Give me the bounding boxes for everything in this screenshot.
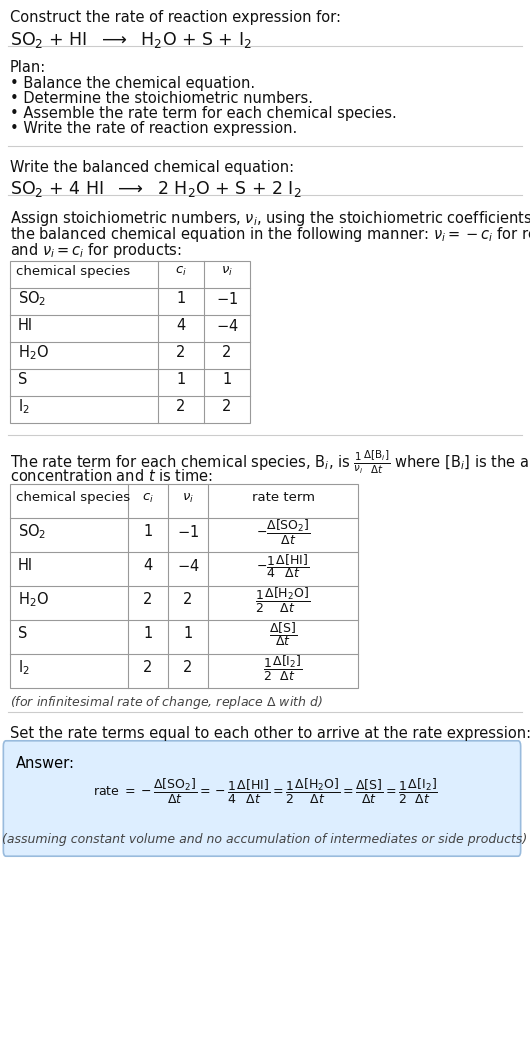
Text: Construct the rate of reaction expression for:: Construct the rate of reaction expressio… — [10, 10, 341, 25]
Text: Set the rate terms equal to each other to arrive at the rate expression:: Set the rate terms equal to each other t… — [10, 726, 530, 741]
Text: Plan:: Plan: — [10, 60, 46, 75]
Text: concentration and $t$ is time:: concentration and $t$ is time: — [10, 468, 213, 483]
Text: 1: 1 — [176, 372, 186, 387]
Text: • Determine the stoichiometric numbers.: • Determine the stoichiometric numbers. — [10, 91, 313, 106]
Text: 1: 1 — [176, 291, 186, 306]
Text: $-$4: $-$4 — [176, 559, 199, 574]
Text: 2: 2 — [183, 661, 193, 675]
Text: 1: 1 — [183, 626, 192, 642]
Text: • Balance the chemical equation.: • Balance the chemical equation. — [10, 76, 255, 91]
Text: 4: 4 — [144, 559, 153, 573]
Text: 4: 4 — [176, 318, 186, 333]
Text: (for infinitesimal rate of change, replace $\Delta$ with $d$): (for infinitesimal rate of change, repla… — [10, 694, 323, 711]
Text: H$_2$O: H$_2$O — [18, 343, 49, 362]
Text: Write the balanced chemical equation:: Write the balanced chemical equation: — [10, 160, 294, 175]
Text: 2: 2 — [222, 345, 232, 359]
Text: $\nu_i$: $\nu_i$ — [221, 265, 233, 278]
Text: $-$4: $-$4 — [216, 318, 238, 333]
Text: $c_i$: $c_i$ — [175, 265, 187, 278]
Text: HI: HI — [18, 318, 33, 333]
Text: $c_i$: $c_i$ — [142, 492, 154, 504]
Text: 2: 2 — [176, 399, 186, 414]
Text: Answer:: Answer: — [16, 756, 75, 771]
Text: chemical species: chemical species — [16, 492, 130, 504]
Text: S: S — [18, 372, 28, 387]
Bar — [10, 260, 250, 423]
Text: SO$_2$ + 4 HI  $\longrightarrow$  2 H$_2$O + S + 2 I$_2$: SO$_2$ + 4 HI $\longrightarrow$ 2 H$_2$O… — [10, 179, 302, 199]
Text: 2: 2 — [176, 345, 186, 359]
Text: HI: HI — [18, 559, 33, 573]
Text: $\dfrac{1}{2}\dfrac{\Delta[\mathrm{I_2}]}{\Delta t}$: $\dfrac{1}{2}\dfrac{\Delta[\mathrm{I_2}]… — [263, 653, 303, 683]
Text: 2: 2 — [143, 593, 153, 607]
Text: rate $= -\dfrac{\Delta[\mathrm{SO_2}]}{\Delta t} = -\dfrac{1}{4}\dfrac{\Delta[\m: rate $= -\dfrac{\Delta[\mathrm{SO_2}]}{\… — [93, 776, 437, 805]
Text: 2: 2 — [222, 399, 232, 414]
Text: Assign stoichiometric numbers, $\nu_i$, using the stoichiometric coefficients, $: Assign stoichiometric numbers, $\nu_i$, … — [10, 209, 530, 228]
Text: rate term: rate term — [252, 492, 314, 504]
Text: (assuming constant volume and no accumulation of intermediates or side products): (assuming constant volume and no accumul… — [2, 833, 528, 845]
Text: 2: 2 — [143, 661, 153, 675]
Text: 2: 2 — [183, 593, 193, 607]
Text: SO$_2$: SO$_2$ — [18, 523, 46, 542]
Text: $-\dfrac{1}{4}\dfrac{\Delta[\mathrm{HI}]}{\Delta t}$: $-\dfrac{1}{4}\dfrac{\Delta[\mathrm{HI}]… — [257, 552, 310, 580]
Text: S: S — [18, 626, 28, 642]
Text: 1: 1 — [223, 372, 232, 387]
Text: $-$1: $-$1 — [216, 291, 238, 306]
Bar — [10, 483, 358, 688]
Text: The rate term for each chemical species, B$_i$, is $\frac{1}{\nu_i}\frac{\Delta[: The rate term for each chemical species,… — [10, 449, 530, 476]
Text: I$_2$: I$_2$ — [18, 397, 30, 416]
Text: SO$_2$: SO$_2$ — [18, 289, 46, 307]
Text: SO$_2$ + HI  $\longrightarrow$  H$_2$O + S + I$_2$: SO$_2$ + HI $\longrightarrow$ H$_2$O + S… — [10, 30, 252, 50]
Text: $-$1: $-$1 — [177, 524, 199, 540]
Text: chemical species: chemical species — [16, 265, 130, 278]
Text: • Write the rate of reaction expression.: • Write the rate of reaction expression. — [10, 121, 297, 137]
Text: 1: 1 — [144, 626, 153, 642]
Text: 1: 1 — [144, 524, 153, 540]
Text: $\nu_i$: $\nu_i$ — [182, 492, 194, 504]
Text: and $\nu_i = c_i$ for products:: and $\nu_i = c_i$ for products: — [10, 241, 182, 260]
Text: $-\dfrac{\Delta[\mathrm{SO_2}]}{\Delta t}$: $-\dfrac{\Delta[\mathrm{SO_2}]}{\Delta t… — [255, 518, 310, 546]
Text: H$_2$O: H$_2$O — [18, 591, 49, 610]
Text: the balanced chemical equation in the following manner: $\nu_i = -c_i$ for react: the balanced chemical equation in the fo… — [10, 225, 530, 244]
Text: $\dfrac{1}{2}\dfrac{\Delta[\mathrm{H_2O}]}{\Delta t}$: $\dfrac{1}{2}\dfrac{\Delta[\mathrm{H_2O}… — [255, 586, 311, 615]
FancyBboxPatch shape — [3, 741, 520, 857]
Text: I$_2$: I$_2$ — [18, 659, 30, 677]
Text: $\dfrac{\Delta[\mathrm{S}]}{\Delta t}$: $\dfrac{\Delta[\mathrm{S}]}{\Delta t}$ — [269, 620, 297, 648]
Text: • Assemble the rate term for each chemical species.: • Assemble the rate term for each chemic… — [10, 106, 397, 121]
